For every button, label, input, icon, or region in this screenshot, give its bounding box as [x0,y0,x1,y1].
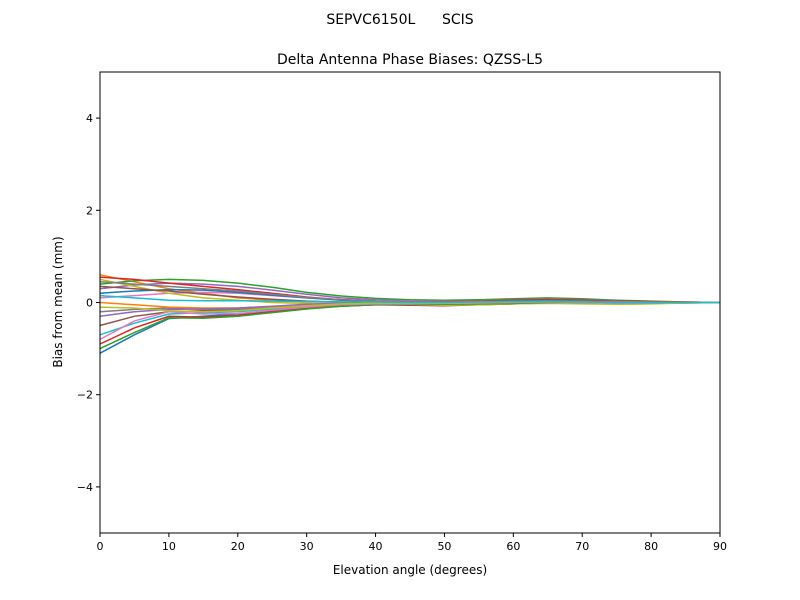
y-tick-label: 2 [86,204,93,217]
chart-title: Delta Antenna Phase Biases: QZSS-L5 [277,52,543,68]
chart-suptitle: SEPVC6150L SCIS [326,12,473,28]
y-axis-label: Bias from mean (mm) [51,236,65,367]
x-tick-label: 80 [644,540,658,553]
series-line-17 [99,281,720,304]
y-ticks: −4 −2 0 2 4 [77,112,100,494]
x-tick-label: 50 [437,540,451,553]
x-tick-label: 10 [162,540,176,553]
series-line-19 [99,294,720,304]
y-tick-label: −4 [77,481,93,494]
x-tick-label: 40 [369,540,383,553]
x-tick-label: 20 [231,540,245,553]
y-tick-label: 0 [86,297,93,310]
x-tick-label: 70 [575,540,589,553]
x-tick-label: 30 [300,540,314,553]
x-tick-label: 0 [97,540,104,553]
y-tick-label: −2 [77,389,93,402]
x-tick-label: 60 [506,540,520,553]
series-lines [99,274,721,354]
x-axis-label: Elevation angle (degrees) [333,563,487,577]
x-tick-label: 90 [713,540,727,553]
y-tick-label: 4 [86,112,93,125]
x-ticks: 0 10 20 30 40 50 60 70 80 90 [97,533,727,553]
series-line-2 [99,278,721,304]
